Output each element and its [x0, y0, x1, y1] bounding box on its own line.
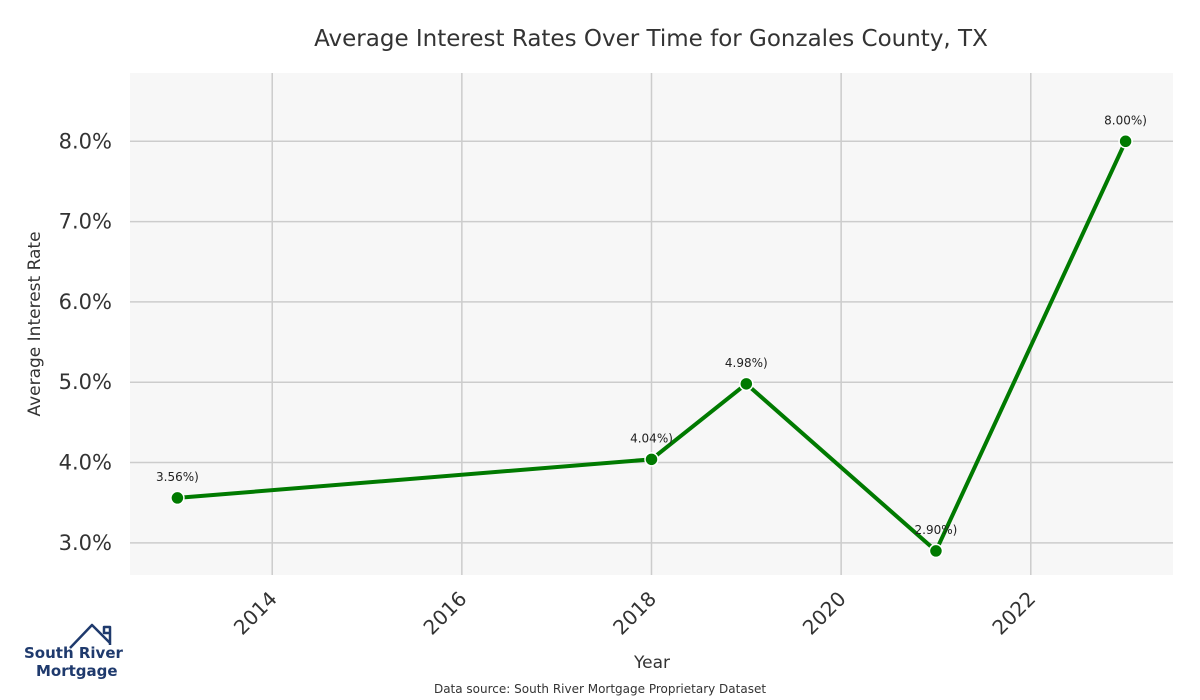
y-tick-labels: 3.0% 4.0% 5.0% 6.0% 7.0% 8.0% — [59, 129, 112, 555]
y-tick-label: 5.0% — [59, 370, 112, 394]
data-point — [644, 452, 659, 467]
data-label: 3.56%) — [156, 470, 199, 484]
y-gridlines — [130, 140, 1173, 544]
x-tick-labels: 2014 2016 2018 2020 2022 — [229, 587, 1041, 640]
data-point — [170, 490, 185, 506]
y-axis-label: Average Interest Rate — [25, 231, 45, 416]
y-tick-label: 7.0% — [59, 210, 112, 234]
y-tick-label: 4.0% — [59, 451, 112, 475]
x-tick-label: 2016 — [418, 587, 471, 640]
data-labels: 3.56%) 4.04%) 4.98%) 2.90%) 8.00%) — [156, 113, 1147, 537]
data-point — [928, 543, 944, 559]
x-tick-label: 2020 — [798, 587, 851, 640]
logo-text-line1: South River — [24, 644, 124, 662]
data-label: 4.04%) — [630, 431, 673, 445]
x-axis-label: Year — [633, 653, 670, 673]
y-tick-label: 3.0% — [59, 531, 112, 555]
data-source-note: Data source: South River Mortgage Propri… — [434, 682, 766, 696]
data-point — [739, 376, 754, 392]
y-tick-label: 6.0% — [59, 290, 112, 314]
data-point — [1118, 134, 1133, 149]
x-tick-label: 2022 — [987, 587, 1040, 640]
data-points — [170, 134, 1133, 559]
data-label: 8.00%) — [1104, 113, 1147, 127]
x-tick-label: 2014 — [229, 587, 282, 640]
chart-title: Average Interest Rates Over Time for Gon… — [314, 26, 988, 52]
logo-text-line2: Mortgage — [36, 662, 118, 680]
x-tick-label: 2018 — [608, 587, 661, 640]
y-tick-label: 8.0% — [59, 129, 112, 153]
data-label: 2.90%) — [915, 523, 958, 537]
data-label: 4.98%) — [725, 356, 768, 370]
company-logo: South River Mortgage — [24, 623, 124, 680]
house-roof-icon — [69, 623, 112, 649]
